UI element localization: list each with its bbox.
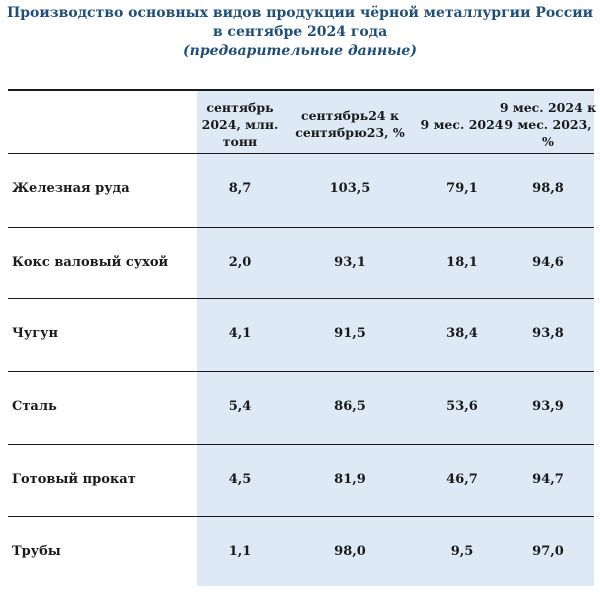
row-label: Железная руда: [12, 181, 130, 196]
row-divider: [8, 444, 594, 445]
row-divider: [8, 371, 594, 372]
column-header-line: тонн: [222, 133, 258, 149]
table-cell: 98,0: [334, 544, 366, 559]
table-cell: 5,4: [228, 399, 252, 414]
table-top-rule: [8, 89, 594, 91]
title-line-2: в сентябре 2024 года: [212, 24, 388, 40]
table-cell: 53,6: [446, 399, 478, 414]
column-header-line: сентябрю23, %: [295, 125, 405, 140]
table-cell: 8,7: [228, 181, 252, 196]
table-cell: 79,1: [446, 181, 478, 196]
column-header-line: %: [542, 133, 554, 149]
column-header-3: 9 мес. 2024: [417, 95, 507, 153]
row-divider: [8, 298, 594, 299]
table-cell: 1,1: [228, 544, 252, 559]
column-header-line: 9 мес. 2024 к: [499, 99, 597, 115]
row-label: Сталь: [12, 399, 57, 414]
table-cell: 9,5: [450, 544, 474, 559]
table-cell: 93,1: [334, 255, 366, 270]
table-cell: 98,8: [532, 181, 564, 196]
table-cell: 18,1: [446, 255, 478, 270]
page-title: Производство основных видов продукции чё…: [0, 4, 600, 61]
title-subtitle: (предварительные данные): [183, 43, 417, 59]
column-header-line: сентябрь24 к: [300, 108, 399, 123]
row-divider: [8, 153, 594, 154]
column-header-2: сентябрь24 к сентябрю23, %: [290, 95, 410, 153]
table-cell: 2,0: [228, 255, 252, 270]
table-cell: 91,5: [334, 326, 366, 341]
table-cell: 93,9: [532, 399, 564, 414]
row-divider: [8, 516, 594, 517]
row-label: Чугун: [12, 326, 58, 341]
table-cell: 81,9: [334, 472, 366, 487]
row-divider: [8, 227, 594, 228]
column-header-line: сентябрь: [206, 99, 274, 115]
table-cell: 38,4: [446, 326, 478, 341]
table-cell: 94,6: [532, 255, 564, 270]
table-cell: 86,5: [334, 399, 366, 414]
title-line-1: Производство основных видов продукции чё…: [6, 5, 594, 21]
table-cell: 46,7: [446, 472, 478, 487]
column-header-line: 2024, млн.: [201, 116, 279, 132]
table-cell: 4,1: [228, 326, 252, 341]
column-header-line: 9 мес. 2023,: [504, 116, 592, 132]
row-label: Трубы: [12, 544, 61, 559]
data-columns-shading: [197, 91, 594, 586]
table-cell: 4,5: [228, 472, 252, 487]
column-header-line: 9 мес. 2024: [420, 116, 504, 132]
row-label: Готовый прокат: [12, 472, 136, 487]
row-label: Кокс валовый сухой: [12, 255, 169, 270]
table-cell: 103,5: [329, 181, 371, 196]
table-cell: 97,0: [532, 544, 564, 559]
column-header-1: сентябрь 2024, млн. тонн: [190, 95, 290, 153]
table-cell: 93,8: [532, 326, 564, 341]
table-cell: 94,7: [532, 472, 564, 487]
